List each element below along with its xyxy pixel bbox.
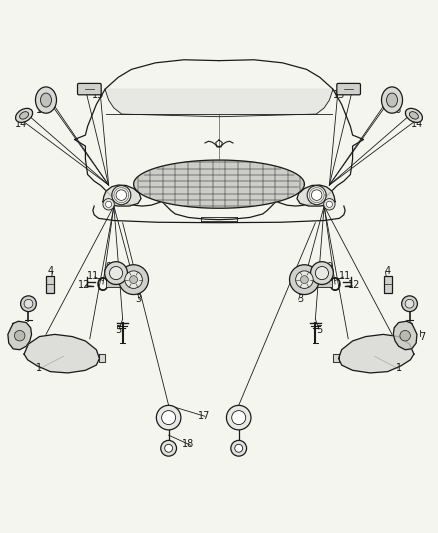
Polygon shape	[134, 160, 304, 208]
FancyBboxPatch shape	[337, 84, 360, 95]
Text: 12: 12	[348, 280, 360, 290]
Circle shape	[14, 330, 25, 341]
Ellipse shape	[35, 87, 57, 113]
Text: 7: 7	[12, 332, 18, 342]
Text: 5: 5	[317, 325, 323, 335]
FancyBboxPatch shape	[46, 276, 54, 293]
Polygon shape	[105, 89, 333, 117]
Text: 4: 4	[47, 266, 53, 276]
Circle shape	[300, 276, 308, 284]
Polygon shape	[339, 334, 414, 373]
Circle shape	[290, 265, 319, 295]
Text: 15: 15	[333, 90, 346, 100]
Circle shape	[307, 185, 326, 205]
Circle shape	[112, 185, 131, 205]
Circle shape	[311, 190, 322, 200]
Circle shape	[235, 445, 243, 452]
Text: 11: 11	[339, 271, 351, 281]
Text: 9: 9	[106, 262, 112, 272]
Circle shape	[311, 262, 333, 285]
Text: 15: 15	[92, 90, 105, 100]
Circle shape	[226, 405, 251, 430]
Circle shape	[296, 271, 313, 288]
Circle shape	[324, 199, 335, 210]
Circle shape	[103, 199, 114, 210]
Circle shape	[162, 410, 176, 425]
Text: 17: 17	[198, 411, 210, 421]
Circle shape	[405, 300, 414, 308]
Text: 6: 6	[22, 298, 28, 309]
Circle shape	[119, 265, 148, 295]
Text: 5: 5	[115, 325, 121, 335]
Circle shape	[315, 266, 328, 280]
Circle shape	[232, 410, 246, 425]
Text: 14: 14	[15, 119, 27, 129]
Circle shape	[402, 296, 417, 312]
Ellipse shape	[381, 87, 403, 113]
Text: 16: 16	[390, 104, 403, 115]
FancyBboxPatch shape	[78, 84, 101, 95]
Circle shape	[105, 262, 127, 285]
Ellipse shape	[410, 111, 418, 119]
Text: 4: 4	[385, 266, 391, 276]
Circle shape	[165, 445, 173, 452]
Text: 6: 6	[410, 298, 416, 309]
Ellipse shape	[16, 108, 32, 123]
Circle shape	[400, 330, 410, 341]
Circle shape	[125, 271, 142, 288]
Circle shape	[231, 440, 247, 456]
FancyBboxPatch shape	[384, 276, 392, 293]
Text: 14: 14	[411, 119, 423, 129]
Circle shape	[326, 201, 332, 207]
Ellipse shape	[40, 93, 52, 107]
Text: 16: 16	[35, 104, 48, 115]
Circle shape	[21, 296, 36, 312]
Circle shape	[130, 276, 138, 284]
Text: 3: 3	[135, 294, 141, 304]
Text: 11: 11	[87, 271, 99, 281]
Polygon shape	[103, 185, 141, 206]
Text: 12: 12	[78, 280, 90, 290]
Circle shape	[156, 405, 181, 430]
Circle shape	[116, 190, 127, 200]
Text: 1: 1	[36, 363, 42, 373]
Circle shape	[24, 300, 33, 308]
Text: 7: 7	[420, 332, 426, 342]
Ellipse shape	[20, 111, 28, 119]
Polygon shape	[99, 354, 105, 361]
Circle shape	[161, 440, 177, 456]
Text: 1: 1	[396, 363, 402, 373]
FancyBboxPatch shape	[106, 278, 126, 287]
Text: 9: 9	[326, 262, 332, 272]
Text: 3: 3	[297, 294, 303, 304]
Ellipse shape	[406, 108, 422, 123]
Polygon shape	[8, 321, 32, 350]
Polygon shape	[393, 321, 417, 350]
Circle shape	[106, 201, 112, 207]
Text: 18: 18	[182, 439, 194, 449]
Polygon shape	[333, 354, 339, 361]
Polygon shape	[297, 185, 335, 206]
Ellipse shape	[386, 93, 398, 107]
Circle shape	[110, 266, 123, 280]
Polygon shape	[24, 334, 99, 373]
FancyBboxPatch shape	[312, 278, 332, 287]
